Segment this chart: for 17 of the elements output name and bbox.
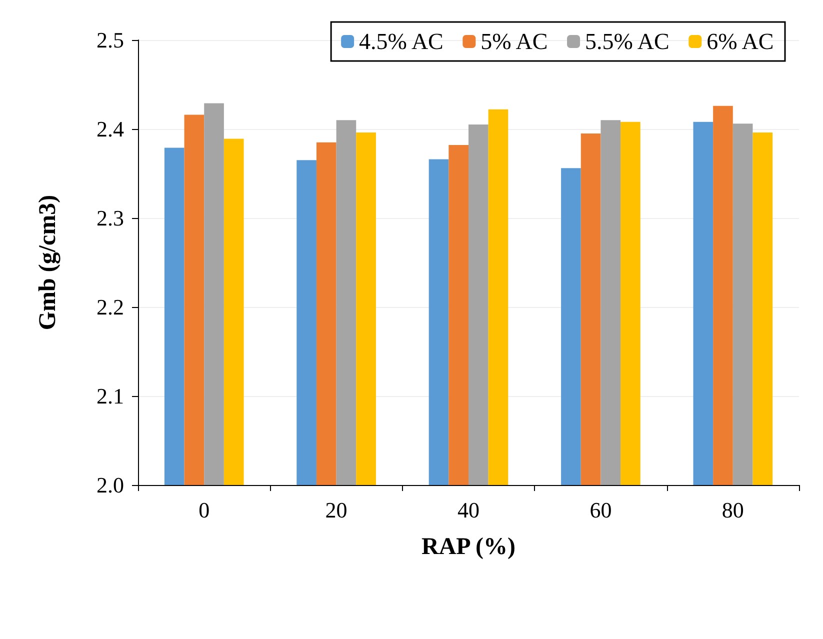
x-tick-label: 20 <box>325 498 348 522</box>
legend-label: 6% AC <box>706 29 774 54</box>
x-tick-label: 40 <box>458 498 480 522</box>
x-tick-label: 80 <box>722 498 744 522</box>
x-tick-label: 0 <box>198 498 210 522</box>
legend-label: 4.5% AC <box>359 29 444 54</box>
y-tick-label: 2.3 <box>96 206 124 230</box>
legend-label: 5.5% AC <box>585 29 670 54</box>
x-tick-label: 60 <box>590 498 612 522</box>
y-tick-label: 2.4 <box>96 116 124 142</box>
x-axis-title: RAP (%) <box>422 534 516 560</box>
y-tick-label: 2.0 <box>96 472 124 498</box>
y-tick-label: 2.1 <box>96 384 124 408</box>
y-tick-label: 2.2 <box>96 294 124 320</box>
legend-label: 5% AC <box>480 29 548 54</box>
y-tick-label: 2.5 <box>96 28 124 52</box>
y-axis-title: Gmb (g/cm3) <box>35 194 61 330</box>
